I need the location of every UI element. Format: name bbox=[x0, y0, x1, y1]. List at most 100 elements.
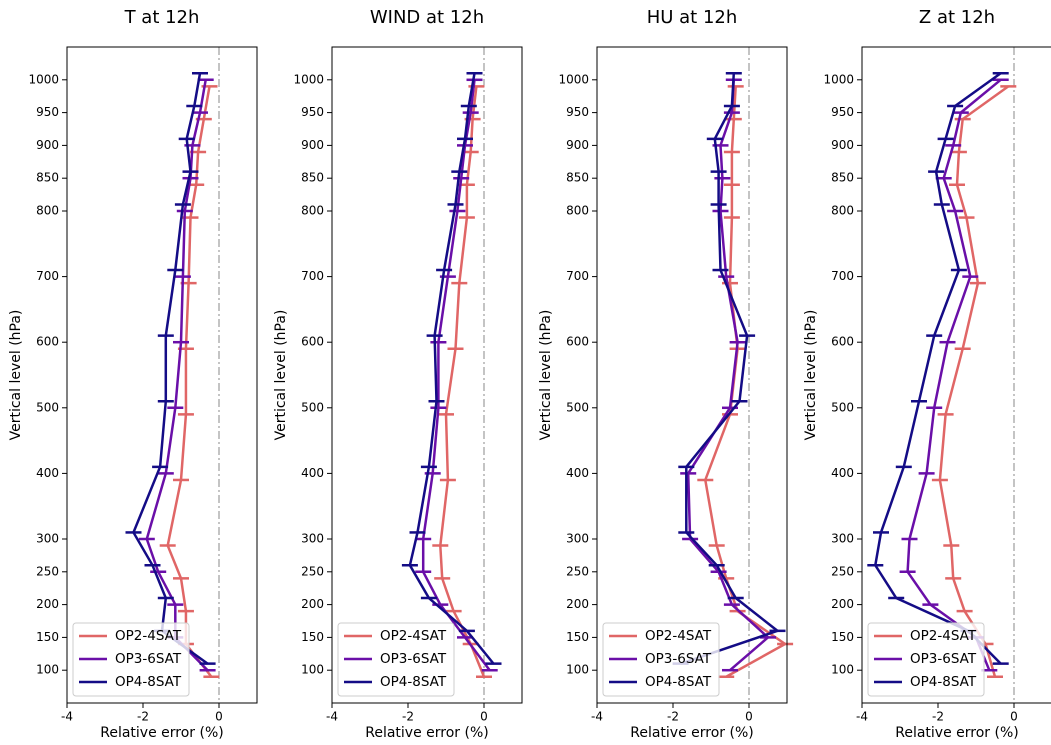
y-tick-label: 150 bbox=[831, 630, 854, 644]
legend-label: OP4-8SAT bbox=[380, 674, 447, 690]
y-axis-label: Vertical level (hPa) bbox=[8, 310, 24, 441]
y-tick-label: 600 bbox=[831, 335, 854, 349]
y-tick-label: 100 bbox=[566, 663, 589, 677]
series-line bbox=[704, 86, 788, 678]
x-tick-label: -2 bbox=[137, 710, 149, 724]
y-tick-label: 400 bbox=[36, 466, 59, 480]
x-axis-label: Relative error (%) bbox=[895, 725, 1018, 741]
y-tick-label: 900 bbox=[831, 138, 854, 152]
y-tick-label: 500 bbox=[301, 400, 324, 414]
y-tick-label: 600 bbox=[301, 335, 324, 349]
y-tick-label: 900 bbox=[566, 138, 589, 152]
series-line bbox=[873, 72, 1002, 665]
y-tick-label: 950 bbox=[566, 105, 589, 119]
y-tick-label: 500 bbox=[566, 400, 589, 414]
x-tick-label: 0 bbox=[745, 710, 753, 724]
y-axis-label: Vertical level (hPa) bbox=[538, 310, 554, 441]
legend-box bbox=[72, 622, 190, 697]
y-tick-label: 250 bbox=[36, 564, 59, 578]
y-tick-label: 150 bbox=[566, 630, 589, 644]
x-tick-label: -4 bbox=[61, 710, 73, 724]
subplot: WIND at 12h -4 -2 0 100 150 200 250 300 400 500 600… bbox=[273, 7, 523, 741]
x-tick-label: -4 bbox=[856, 710, 868, 724]
x-axis-label: Relative error (%) bbox=[100, 725, 223, 741]
y-axis-label: Vertical level (hPa) bbox=[803, 310, 819, 441]
plot-frame bbox=[66, 46, 258, 704]
y-tick-label: 100 bbox=[36, 663, 59, 677]
y-tick-label: 150 bbox=[301, 630, 324, 644]
y-tick-label: 950 bbox=[831, 105, 854, 119]
y-tick-label: 1000 bbox=[558, 72, 589, 86]
y-tick-label: 150 bbox=[36, 630, 59, 644]
legend-label: OP3-6SAT bbox=[645, 651, 712, 667]
y-tick-label: 600 bbox=[566, 335, 589, 349]
y-tick-label: 1000 bbox=[28, 72, 59, 86]
subplot: Z at 12h -4 -2 0 100 150 200 250 300 400 500 600 700… bbox=[803, 7, 1051, 741]
legend-label: OP2-4SAT bbox=[910, 628, 977, 644]
legend-label: OP3-6SAT bbox=[115, 651, 182, 667]
chart-title: T at 12h bbox=[124, 7, 200, 28]
legend-label: OP2-4SAT bbox=[380, 628, 447, 644]
legend-label: OP4-8SAT bbox=[910, 674, 977, 690]
y-tick-label: 250 bbox=[566, 564, 589, 578]
y-tick-label: 100 bbox=[301, 663, 324, 677]
chart-title: WIND at 12h bbox=[370, 7, 484, 28]
subplot: T at 12h -4 -2 0 100 150 200 250 300 400 500 600 700… bbox=[8, 7, 258, 741]
x-axis-label: Relative error (%) bbox=[365, 725, 488, 741]
y-tick-label: 200 bbox=[301, 597, 324, 611]
legend-box bbox=[337, 622, 455, 697]
legend-box bbox=[602, 622, 720, 697]
y-tick-label: 850 bbox=[301, 171, 324, 185]
x-tick-label: -2 bbox=[932, 710, 944, 724]
x-tick-label: -4 bbox=[326, 710, 338, 724]
legend-label: OP4-8SAT bbox=[115, 674, 182, 690]
x-tick-label: -4 bbox=[591, 710, 603, 724]
y-tick-label: 200 bbox=[36, 597, 59, 611]
y-tick-label: 700 bbox=[566, 269, 589, 283]
plot-frame bbox=[861, 46, 1051, 704]
legend-box bbox=[867, 622, 985, 697]
y-tick-label: 200 bbox=[831, 597, 854, 611]
y-tick-label: 400 bbox=[566, 466, 589, 480]
series-line bbox=[145, 79, 209, 672]
legend-label: OP3-6SAT bbox=[910, 651, 977, 667]
series-line bbox=[680, 73, 781, 665]
y-tick-label: 250 bbox=[831, 564, 854, 578]
y-tick-label: 700 bbox=[301, 269, 324, 283]
y-tick-label: 850 bbox=[831, 171, 854, 185]
y-tick-label: 200 bbox=[566, 597, 589, 611]
x-tick-label: 0 bbox=[480, 710, 488, 724]
series-line bbox=[421, 79, 491, 671]
series-line bbox=[938, 85, 1010, 678]
y-tick-label: 500 bbox=[36, 400, 59, 414]
x-tick-label: -2 bbox=[402, 710, 414, 724]
series-line bbox=[166, 86, 213, 678]
y-tick-label: 1000 bbox=[293, 72, 324, 86]
y-tick-label: 400 bbox=[301, 466, 324, 480]
y-tick-label: 800 bbox=[301, 204, 324, 218]
y-tick-label: 900 bbox=[301, 138, 324, 152]
y-tick-label: 300 bbox=[36, 532, 59, 546]
series-line bbox=[408, 73, 495, 665]
y-tick-label: 850 bbox=[566, 171, 589, 185]
legend-label: OP2-4SAT bbox=[115, 628, 182, 644]
y-tick-label: 800 bbox=[36, 204, 59, 218]
chart-title: HU at 12h bbox=[647, 7, 738, 28]
plot-frame bbox=[331, 46, 523, 704]
y-tick-label: 400 bbox=[831, 466, 854, 480]
x-tick-label: -2 bbox=[667, 710, 679, 724]
y-tick-label: 900 bbox=[36, 138, 59, 152]
y-tick-label: 800 bbox=[566, 204, 589, 218]
chart-title: Z at 12h bbox=[919, 7, 995, 28]
x-tick-label: 0 bbox=[215, 710, 223, 724]
y-tick-label: 950 bbox=[36, 105, 59, 119]
y-tick-label: 300 bbox=[831, 532, 854, 546]
y-axis-label: Vertical level (hPa) bbox=[273, 310, 289, 441]
series-line bbox=[906, 78, 1002, 671]
y-tick-label: 950 bbox=[301, 105, 324, 119]
y-tick-label: 250 bbox=[301, 564, 324, 578]
y-tick-label: 300 bbox=[566, 532, 589, 546]
x-tick-label: 0 bbox=[1010, 710, 1018, 724]
plot-frame bbox=[596, 46, 788, 704]
